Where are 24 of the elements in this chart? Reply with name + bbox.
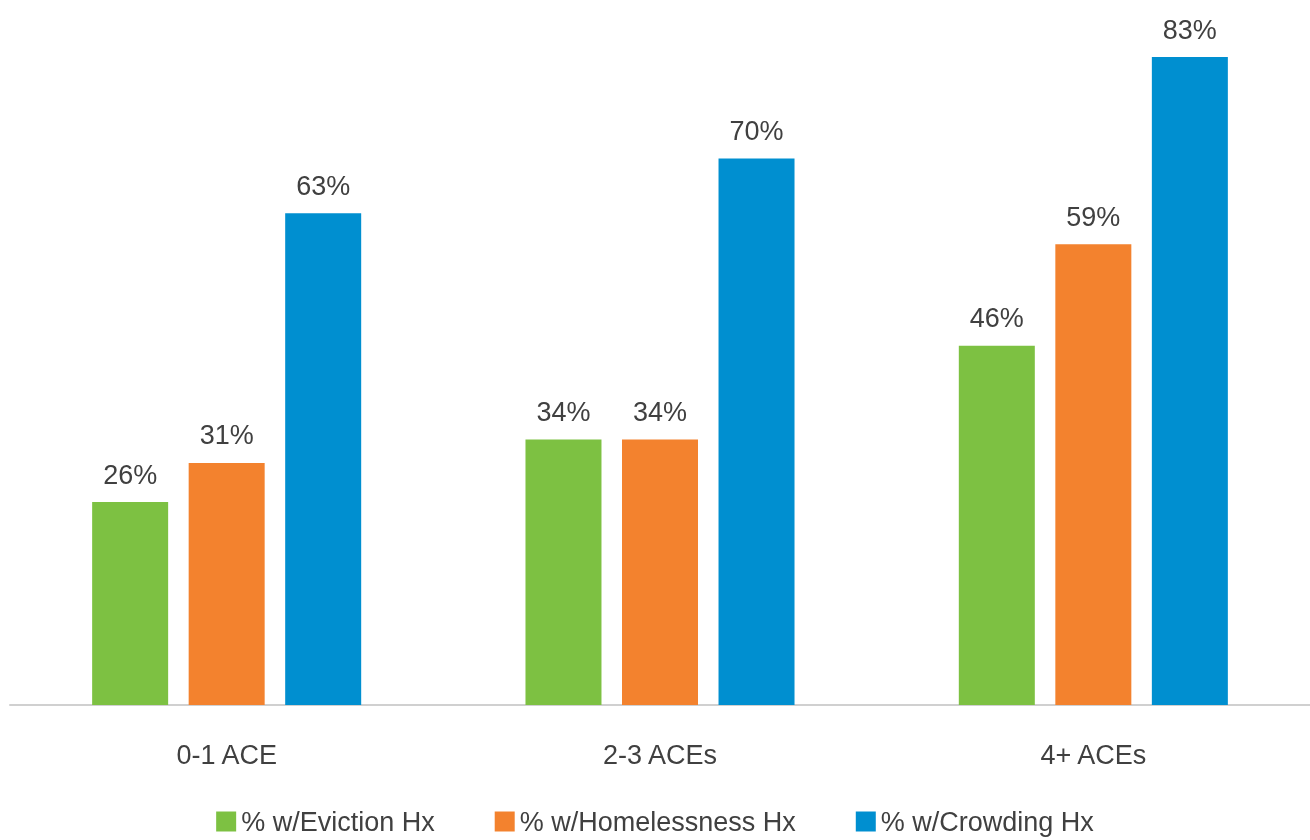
x-tick-label: 0-1 ACE	[176, 739, 277, 770]
legend-label: % w/Crowding Hx	[880, 806, 1095, 837]
bar	[285, 213, 362, 705]
bar	[525, 439, 602, 705]
legend-label: % w/Homelessness Hx	[519, 806, 797, 837]
data-label: 70%	[729, 115, 784, 146]
bar	[958, 345, 1035, 705]
bar	[92, 502, 169, 705]
data-label: 34%	[536, 397, 591, 428]
data-label: 59%	[1066, 201, 1121, 232]
bar	[1151, 57, 1228, 705]
data-label: 31%	[199, 420, 254, 451]
bar	[622, 439, 698, 705]
x-tick-label: 4+ ACEs	[1040, 739, 1147, 770]
data-label: 46%	[969, 303, 1024, 334]
legend-label: % w/Eviction Hx	[241, 806, 436, 837]
data-label: 34%	[632, 397, 688, 428]
bar	[188, 462, 265, 705]
data-label: 83%	[1162, 14, 1217, 45]
data-label: 26%	[103, 459, 158, 490]
bar	[1055, 244, 1132, 705]
x-tick-label: 2-3 ACEs	[602, 739, 718, 770]
data-label: 63%	[296, 170, 351, 201]
bar	[718, 158, 795, 705]
